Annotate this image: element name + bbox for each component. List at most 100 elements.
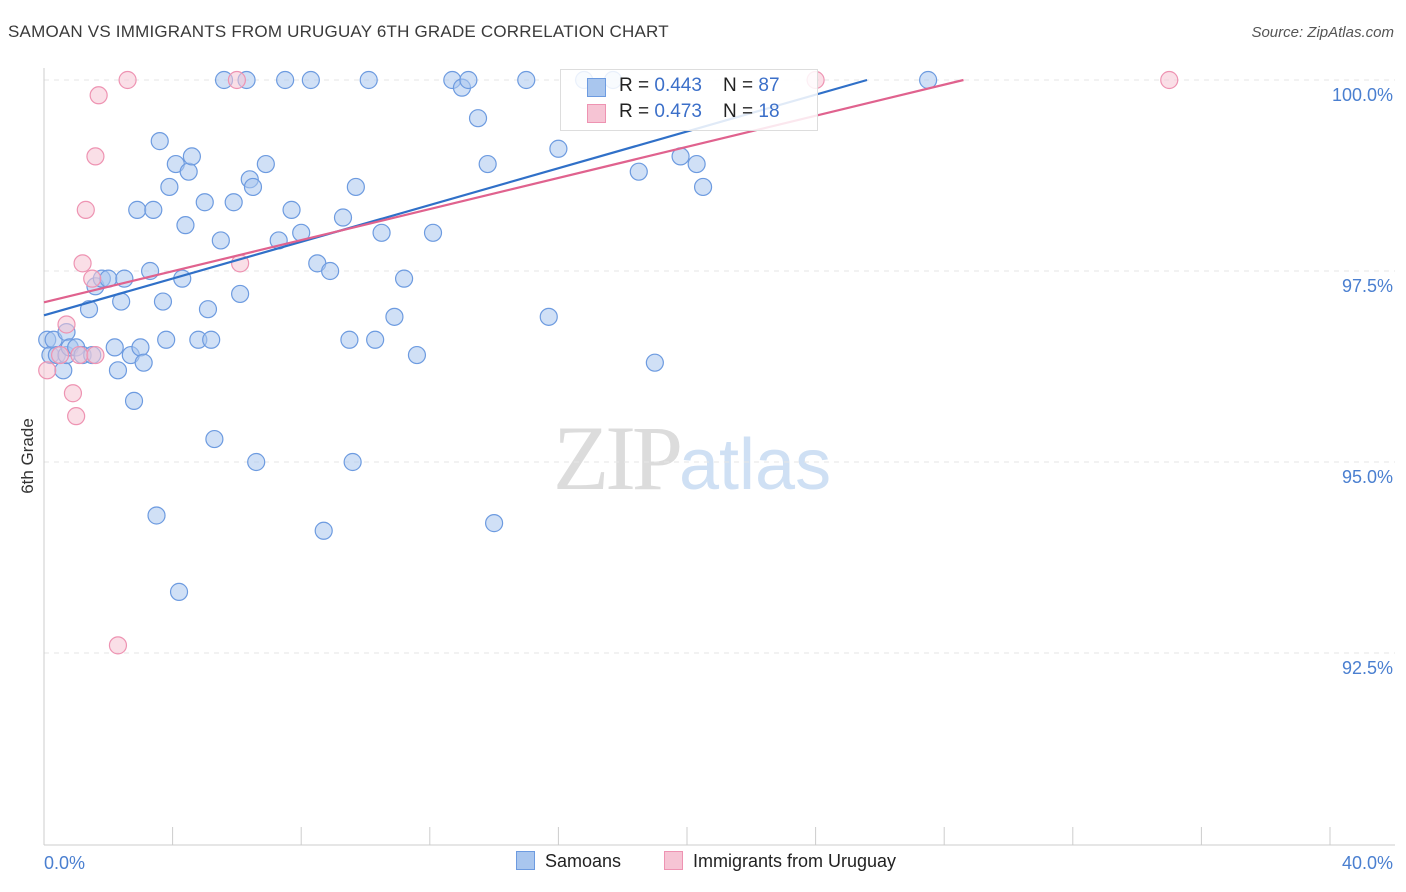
samoan-point — [224, 193, 243, 212]
x-tick-label-max: 40.0% — [1342, 853, 1393, 873]
uruguay-point — [86, 147, 105, 166]
samoan-point — [179, 162, 198, 181]
samoan-point — [359, 70, 378, 90]
uruguay-point — [73, 254, 92, 273]
uruguay-point — [57, 315, 76, 334]
legend-n-value: 87 — [758, 75, 780, 96]
legend-swatch-samoans — [587, 78, 606, 97]
y-tick-label: 95.0% — [1342, 467, 1393, 487]
series-label-samoans: Samoans — [545, 851, 622, 871]
samoan-point — [160, 177, 179, 197]
legend-r-value: 0.443 — [654, 75, 702, 96]
samoan-point — [919, 70, 938, 90]
x-tick-label-min: 0.0% — [44, 853, 85, 873]
samoan-point — [54, 361, 73, 380]
series-legend-samoans: Samoans — [516, 851, 621, 872]
legend-n-value: 18 — [758, 101, 780, 122]
uruguay-point — [70, 345, 89, 365]
samoan-point — [459, 70, 478, 90]
samoan-point — [645, 353, 664, 372]
samoan-point — [629, 162, 648, 181]
samoan-point — [687, 154, 706, 174]
legend-text-samoans: R = 0.443 N = 87 — [619, 75, 780, 97]
uruguay-point — [227, 70, 246, 90]
uruguay-point — [50, 345, 70, 365]
samoan-point — [539, 307, 558, 326]
samoan-point — [485, 514, 504, 533]
samoan-point — [407, 345, 427, 365]
samoan-point — [394, 269, 414, 288]
legend-r-label: R = — [619, 75, 655, 96]
legend-r-value: 0.473 — [654, 101, 702, 122]
uruguay-point — [86, 345, 105, 365]
samoan-point — [79, 300, 99, 319]
legend-text-uruguay: R = 0.473 N = 18 — [619, 101, 780, 123]
samoan-point — [693, 177, 713, 197]
samoan-point — [517, 70, 536, 90]
series-swatch-samoans — [516, 851, 535, 870]
uruguay-point — [63, 384, 83, 403]
samoan-point — [173, 269, 192, 288]
samoan-point — [372, 223, 391, 242]
samoan-point — [243, 177, 263, 197]
y-tick-label: 92.5% — [1342, 658, 1393, 678]
samoan-point — [314, 521, 333, 540]
uruguay-point — [108, 636, 128, 655]
samoan-point — [147, 506, 166, 525]
samoan-point — [301, 70, 320, 90]
samoan-point — [321, 261, 340, 281]
samoan-point — [144, 200, 163, 219]
samoan-point — [134, 353, 153, 372]
samoan-point — [157, 330, 176, 349]
samoan-point — [195, 193, 214, 212]
samoan-point — [276, 70, 295, 90]
samoan-point — [478, 154, 497, 174]
samoan-point — [182, 147, 201, 166]
samoan-point — [231, 284, 250, 304]
legend-r-label: R = — [619, 101, 655, 122]
samoan-point — [108, 361, 128, 380]
uruguay-point — [38, 361, 57, 380]
y-tick-label: 97.5% — [1342, 276, 1393, 296]
samoan-point — [385, 307, 404, 326]
uruguay-point — [76, 200, 95, 219]
samoan-point — [423, 223, 443, 242]
legend-n-label: N = — [723, 75, 759, 96]
watermark-zip: ZIP — [553, 407, 683, 509]
samoan-point — [366, 330, 385, 349]
legend-swatch-uruguay — [587, 104, 606, 123]
samoan-point — [150, 132, 169, 151]
uruguay-point — [67, 407, 86, 426]
uruguay-point — [1160, 70, 1179, 90]
samoan-point — [124, 391, 144, 410]
samoan-point — [468, 109, 488, 128]
stats-legend: R = 0.443 N = 87 R = 0.473 N = 18 — [560, 69, 818, 131]
samoan-point — [169, 582, 189, 601]
samoan-point — [153, 292, 173, 311]
samoan-point — [128, 200, 147, 219]
source-credit: Source: ZipAtlas.com — [1251, 24, 1394, 41]
chart-title: SAMOAN VS IMMIGRANTS FROM URUGUAY 6TH GR… — [8, 22, 669, 41]
samoan-point — [176, 216, 195, 235]
samoan-point — [256, 154, 275, 174]
samoan-point — [205, 429, 224, 449]
samoan-point — [343, 452, 362, 472]
uruguay-point — [89, 86, 108, 105]
series-swatch-uruguay — [664, 851, 683, 870]
y-tick-label: 100.0% — [1332, 85, 1393, 105]
series-label-uruguay: Immigrants from Uruguay — [693, 851, 897, 871]
uruguay-point — [118, 70, 137, 90]
samoan-point — [340, 330, 359, 349]
samoan-point — [346, 177, 365, 197]
zipatlas-watermark: ZIPatlas — [553, 405, 831, 511]
series-legend-uruguay: Immigrants from Uruguay — [664, 851, 896, 872]
samoan-point — [549, 139, 568, 158]
samoan-point — [211, 231, 230, 250]
samoan-point — [282, 200, 301, 219]
uruguay-point — [83, 269, 102, 288]
samoan-point — [247, 452, 266, 472]
uruguay-trend-line — [43, 78, 964, 304]
legend-n-label: N = — [723, 101, 759, 122]
samoan-point — [202, 330, 221, 349]
watermark-atlas: atlas — [679, 425, 832, 505]
